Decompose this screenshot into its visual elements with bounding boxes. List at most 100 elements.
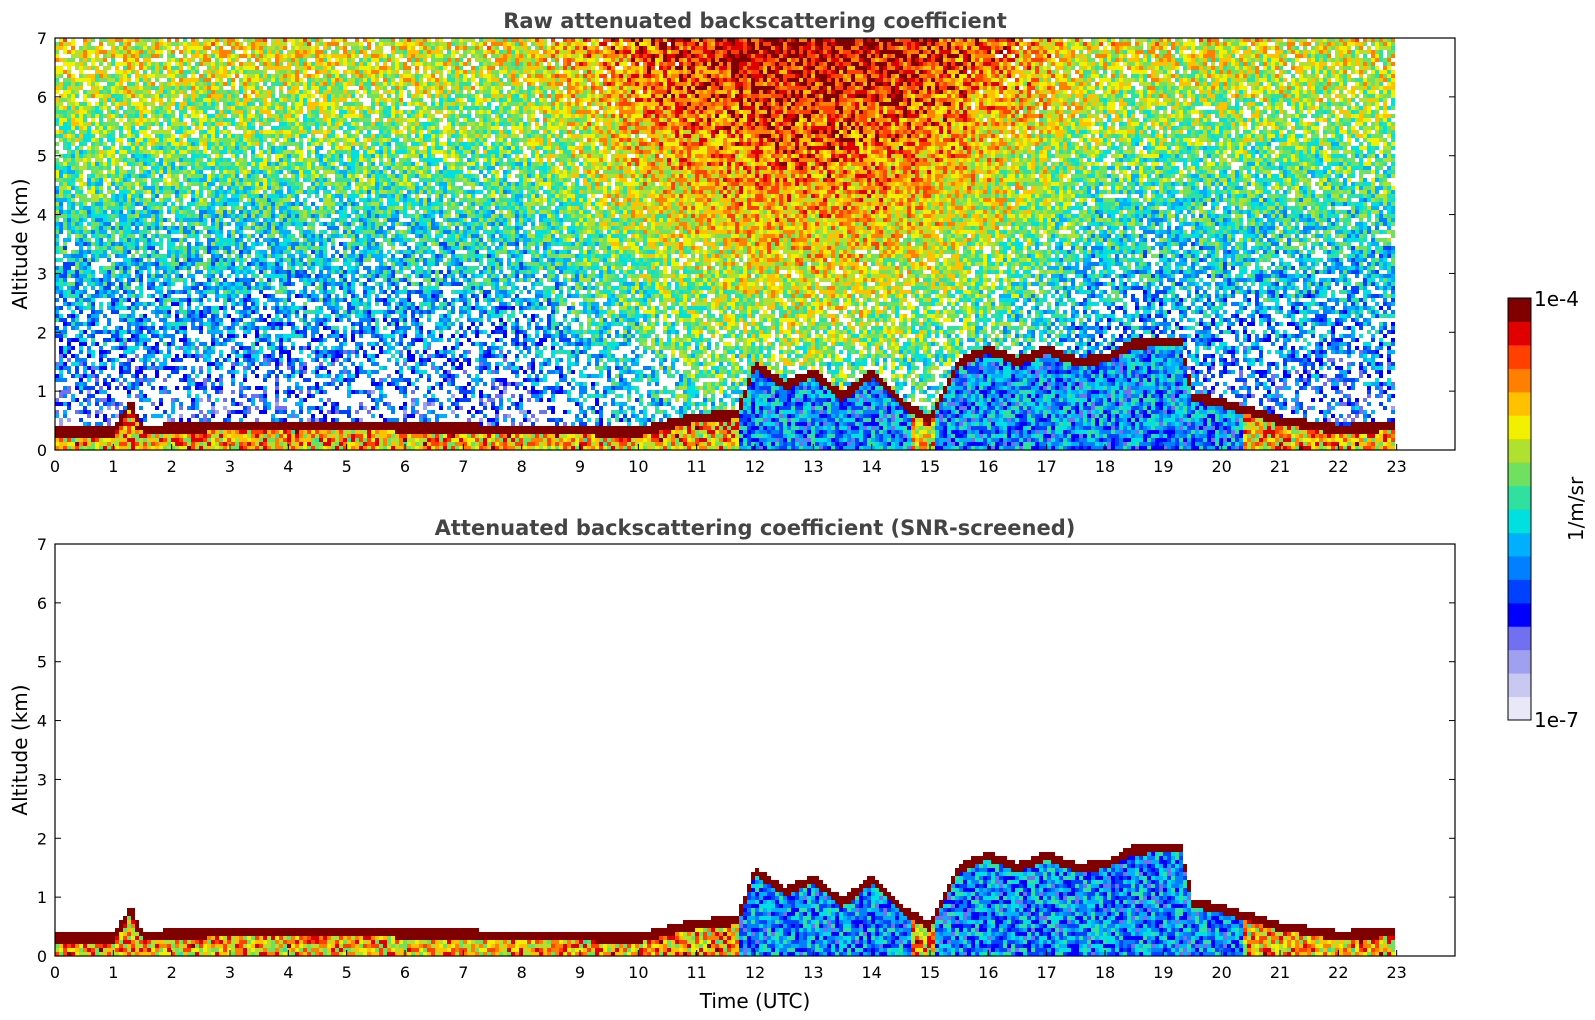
- heatmap-cell: [283, 110, 287, 114]
- heatmap-cell: [223, 290, 227, 294]
- heatmap-cell: [119, 98, 123, 102]
- heatmap-cell: [95, 190, 99, 194]
- heatmap-cell: [55, 446, 59, 450]
- heatmap-cell: [91, 330, 95, 334]
- heatmap-cell: [107, 306, 111, 310]
- heatmap-cell: [183, 194, 187, 198]
- heatmap-cell: [255, 242, 259, 246]
- heatmap-cell: [255, 222, 259, 226]
- heatmap-cell: [107, 198, 111, 202]
- heatmap-cell: [215, 422, 219, 426]
- heatmap-cell: [179, 366, 183, 370]
- heatmap-cell: [235, 202, 239, 206]
- heatmap-cell: [83, 150, 87, 154]
- heatmap-cell: [175, 70, 179, 74]
- heatmap-cell: [195, 162, 199, 166]
- heatmap-cell: [247, 406, 251, 410]
- heatmap-cell: [155, 266, 159, 270]
- heatmap-cell: [207, 346, 211, 350]
- heatmap-cell: [123, 218, 127, 222]
- heatmap-cell: [283, 306, 287, 310]
- heatmap-cell: [287, 98, 291, 102]
- heatmap-cell: [155, 298, 159, 302]
- heatmap-cell: [59, 206, 63, 210]
- heatmap-cell: [55, 430, 59, 434]
- heatmap-cell: [243, 282, 247, 286]
- heatmap-cell: [119, 222, 123, 226]
- heatmap-cell: [235, 246, 239, 250]
- heatmap-cell: [163, 234, 167, 238]
- heatmap-cell: [215, 94, 219, 98]
- heatmap-cell: [119, 166, 123, 170]
- heatmap-cell: [147, 366, 151, 370]
- heatmap-cell: [83, 122, 87, 126]
- heatmap-cell: [167, 66, 171, 70]
- heatmap-cell: [287, 86, 291, 90]
- heatmap-cell: [187, 70, 191, 74]
- heatmap-cell: [167, 78, 171, 82]
- heatmap-cell: [131, 230, 135, 234]
- heatmap-cell: [115, 86, 119, 90]
- heatmap-cell: [175, 66, 179, 70]
- heatmap-cell: [151, 46, 155, 50]
- heatmap-cell: [255, 106, 259, 110]
- heatmap-cell: [95, 202, 99, 206]
- heatmap-cell: [243, 278, 247, 282]
- heatmap-cell: [167, 170, 171, 174]
- heatmap-cell: [187, 234, 191, 238]
- heatmap-cell: [127, 358, 131, 362]
- heatmap-cell: [179, 202, 183, 206]
- heatmap-cell: [87, 210, 91, 214]
- heatmap-cell: [63, 254, 67, 258]
- heatmap-cell: [111, 302, 115, 306]
- heatmap-cell: [235, 134, 239, 138]
- heatmap-cell: [203, 354, 207, 358]
- heatmap-cell: [191, 314, 195, 318]
- heatmap-cell: [207, 270, 211, 274]
- heatmap-cell: [167, 190, 171, 194]
- heatmap-cell: [103, 94, 107, 98]
- heatmap-cell: [107, 186, 111, 190]
- heatmap-cell: [179, 122, 183, 126]
- heatmap-cell: [295, 50, 299, 54]
- heatmap-cell: [239, 98, 243, 102]
- heatmap-cell: [299, 358, 303, 362]
- heatmap-cell: [191, 346, 195, 350]
- heatmap-cell: [55, 86, 59, 90]
- heatmap-cell: [259, 118, 263, 122]
- heatmap-cell: [191, 170, 195, 174]
- heatmap-cell: [139, 266, 143, 270]
- heatmap-cell: [131, 246, 135, 250]
- heatmap-cell: [251, 422, 255, 426]
- heatmap-cell: [131, 262, 135, 266]
- heatmap-cell: [303, 314, 307, 318]
- heatmap-cell: [131, 158, 135, 162]
- heatmap-cell: [159, 402, 163, 406]
- heatmap-cell: [155, 190, 159, 194]
- heatmap-cell: [263, 94, 267, 98]
- heatmap-cell: [119, 270, 123, 274]
- heatmap-cell: [91, 362, 95, 366]
- heatmap-cell: [87, 174, 91, 178]
- heatmap-cell: [143, 90, 147, 94]
- heatmap-cell: [155, 38, 159, 42]
- heatmap-cell: [235, 274, 239, 278]
- heatmap-cell: [299, 262, 303, 266]
- heatmap-cell: [143, 170, 147, 174]
- heatmap-cell: [71, 94, 75, 98]
- heatmap-cell: [227, 334, 231, 338]
- heatmap-cell: [263, 210, 267, 214]
- heatmap-cell: [131, 66, 135, 70]
- heatmap-cell: [231, 38, 235, 42]
- heatmap-cell: [223, 66, 227, 70]
- heatmap-cell: [255, 58, 259, 62]
- heatmap-cell: [139, 146, 143, 150]
- heatmap-cell: [151, 186, 155, 190]
- heatmap-cell: [195, 222, 199, 226]
- heatmap-cell: [231, 154, 235, 158]
- heatmap-cell: [207, 274, 211, 278]
- heatmap-cell: [199, 110, 203, 114]
- heatmap-cell: [203, 322, 207, 326]
- heatmap-cell: [115, 290, 119, 294]
- heatmap-cell: [231, 58, 235, 62]
